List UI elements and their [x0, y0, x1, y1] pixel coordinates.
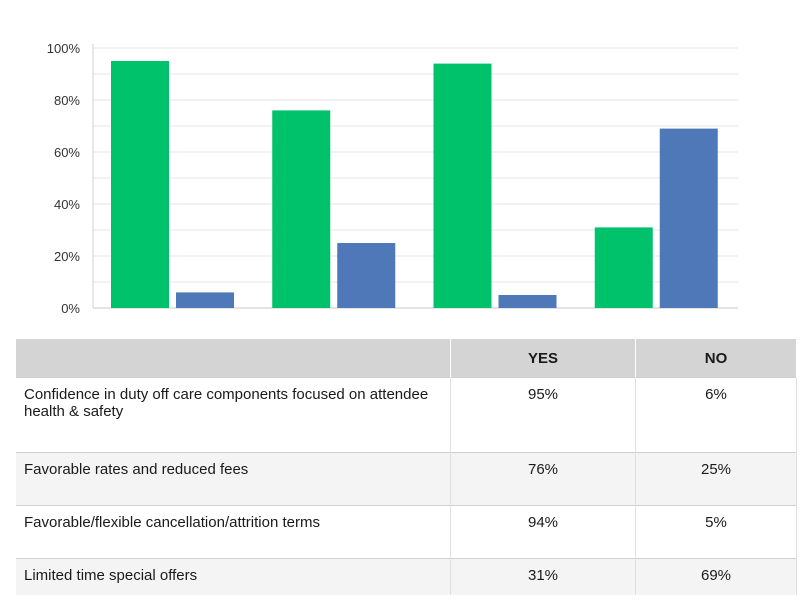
bar-no [498, 295, 557, 308]
table-header-row: YES NO [16, 339, 797, 378]
y-tick-label: 20% [54, 249, 80, 264]
y-tick-label: 80% [54, 93, 80, 108]
table-row: Limited time special offers 31% 69% [16, 558, 797, 595]
table-row: Favorable rates and reduced fees 76% 25% [16, 452, 797, 506]
row-no-value: 5% [635, 505, 797, 559]
row-no-value: 6% [635, 377, 797, 453]
bar-no [176, 292, 234, 308]
y-tick-label: 0% [61, 301, 80, 316]
bar-no [659, 128, 718, 308]
row-no-value: 69% [635, 558, 797, 595]
gridlines [93, 47, 738, 309]
y-tick-label: 60% [54, 145, 80, 160]
row-yes-value: 95% [450, 377, 636, 453]
row-label: Limited time special offers [16, 558, 451, 595]
table-row: Favorable/flexible cancellation/attritio… [16, 505, 797, 559]
table-row: Confidence in duty off care components f… [16, 377, 797, 453]
row-yes-value: 31% [450, 558, 636, 595]
bar-chart: 0% 20% 40% 60% 80% 100% [47, 41, 738, 316]
y-tick-label: 40% [54, 197, 80, 212]
row-yes-value: 76% [450, 452, 636, 506]
bar-no [337, 243, 396, 308]
y-axis: 0% 20% 40% 60% 80% 100% [47, 41, 94, 316]
row-no-value: 25% [635, 452, 797, 506]
header-yes: YES [450, 339, 636, 378]
bar-yes [272, 110, 331, 309]
bars [111, 61, 718, 309]
results-table: YES NO Confidence in duty off care compo… [16, 339, 797, 595]
header-no: NO [635, 339, 797, 378]
row-label: Favorable/flexible cancellation/attritio… [16, 505, 451, 559]
row-label: Favorable rates and reduced fees [16, 452, 451, 506]
row-label: Confidence in duty off care components f… [16, 377, 451, 453]
bar-yes [111, 61, 169, 308]
header-label [16, 339, 451, 378]
bar-yes [433, 63, 492, 308]
row-yes-value: 94% [450, 505, 636, 559]
y-tick-label: 100% [47, 41, 81, 56]
bar-yes [594, 227, 653, 308]
